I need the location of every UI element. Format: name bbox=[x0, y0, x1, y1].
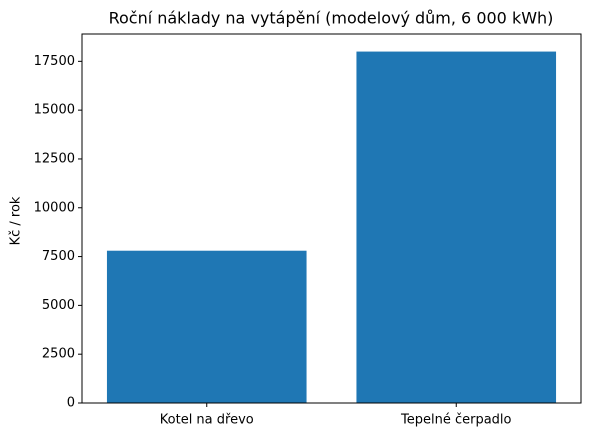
chart-title: Roční náklady na vytápění (modelový dům,… bbox=[109, 9, 554, 28]
y-tick-label: 10000 bbox=[34, 200, 75, 215]
y-tick-label: 15000 bbox=[34, 103, 75, 118]
y-tick-label: 5000 bbox=[42, 298, 75, 313]
y-tick-label: 12500 bbox=[34, 151, 75, 166]
y-tick-label: 7500 bbox=[42, 249, 75, 264]
plot-frame bbox=[81, 33, 582, 404]
bar bbox=[106, 250, 307, 403]
x-tick-label: Kotel na dřevo bbox=[160, 413, 254, 428]
y-tick-label: 0 bbox=[67, 396, 75, 411]
bar bbox=[356, 51, 557, 403]
x-tick-label: Tepelné čerpadlo bbox=[400, 413, 512, 428]
y-tick-label: 2500 bbox=[42, 347, 75, 362]
y-tick-label: 17500 bbox=[34, 54, 75, 69]
y-axis-label: Kč / rok bbox=[9, 196, 24, 245]
